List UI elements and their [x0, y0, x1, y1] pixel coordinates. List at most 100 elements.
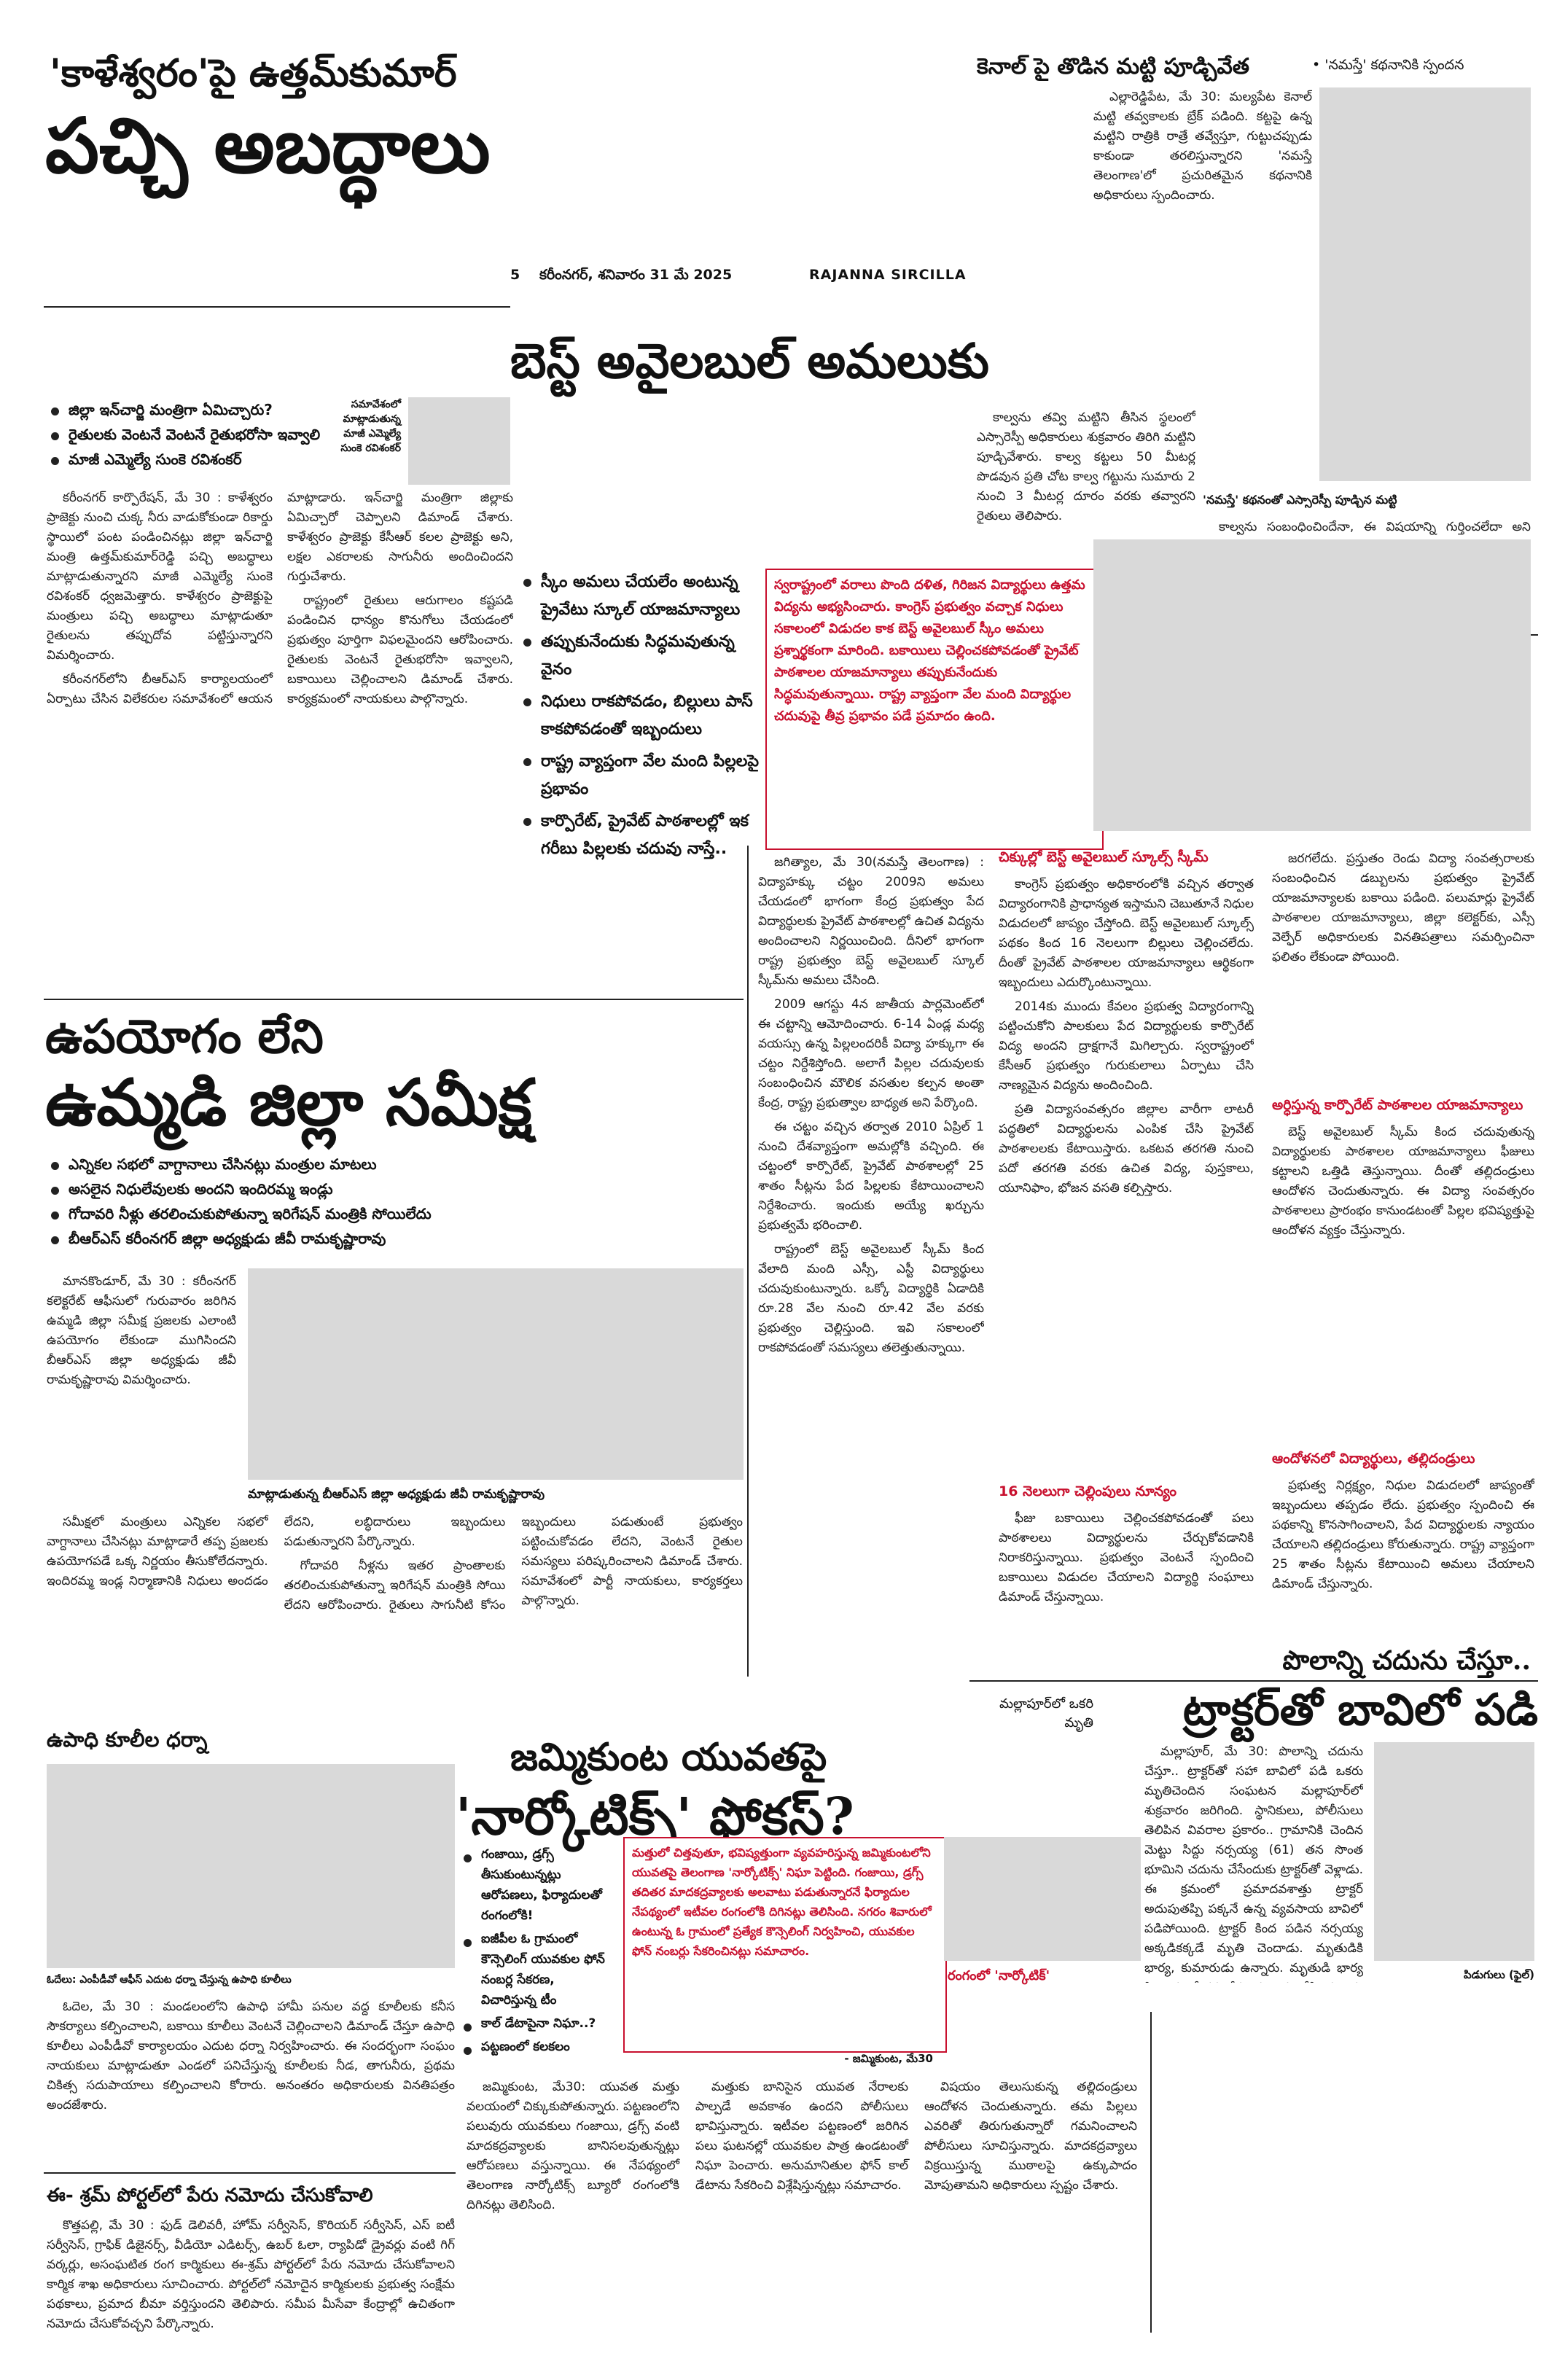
canal-side-tag: • 'నమస్తే' కథనానికి స్పందన [1312, 57, 1464, 73]
best-para: ప్రతి విద్యాసంవత్సరం జిల్లాల వారీగా లాటర… [999, 1102, 1254, 1195]
narco-para: మత్తుకు బానిసైన యువత నేరాలకు పాల్పడే అవక… [695, 2080, 908, 2193]
rule-tractor [969, 1680, 1538, 1682]
best-col-3: జరగలేదు. ప్రస్తుతం రెండు విద్యా సంవత్సరా… [1272, 849, 1534, 1090]
lead-para: కరీంనగర్ కార్పొరేషన్, మే 30 : కాళేశ్వరం … [47, 491, 273, 663]
review-headline-2: ఉమ్మడి జిల్లా సమీక్ష [45, 1064, 532, 1140]
best-para: ప్రభుత్వ నిర్లక్ష్యం, నిధుల విడుదలలో జాప… [1272, 1478, 1534, 1591]
review-para: గోదావరి నీళ్లను ఇతర ప్రాంతాలకు తరలించుకు… [284, 1515, 743, 1612]
rule-narco-v [1150, 2012, 1152, 2333]
best-para: కాంగ్రెస్ ప్రభుత్వం అధికారంలోకి వచ్చిన త… [999, 877, 1254, 990]
narco-headline: 'నార్కోటిక్స్' ఫోకస్? [456, 1786, 854, 1846]
review-photo-caption: మాట్లాడుతున్న బీఆర్‌ఎస్ జిల్లా అధ్యక్షుడ… [248, 1487, 545, 1502]
tractor-body: మల్లాపూర్, మే 30: పొలాన్ని చదును చేస్తూ.… [1144, 1742, 1363, 1983]
tractor-photo [1374, 1742, 1534, 1961]
review-para: మానకొండూర్, మే 30 : కరీంనగర్ కలెక్టరేట్ … [47, 1274, 236, 1387]
narco-para: విషయం తెలుసుకున్న తల్లిదండ్రులు ఆందోళన చ… [924, 2080, 1137, 2193]
canal-para-2: కాల్వను తవ్వి మట్టిని తీసిన స్థలంలో ఎస్స… [977, 410, 1195, 523]
upadhi-headline: ఉపాధి కూలీల ధర్నా [47, 1728, 208, 1752]
best-subhead-c: అర్ధిస్తున్న కార్పొరేట్ పాఠశాలల యాజమాన్య… [1272, 1097, 1523, 1113]
best-red-box-text: స్వరాష్ట్రంలో వరాలు పొంది దళిత, గిరిజన వ… [774, 577, 1085, 724]
lead-photo-caption: సమావేశంలో మాట్లాడుతున్న మాజీ ఎమ్మెల్యే స… [340, 399, 401, 454]
rule-top [44, 306, 510, 308]
eshram-para: కొత్తపల్లి, మే 30 : ఫుడ్ డెలివరీ, హోమ్ స… [47, 2218, 455, 2331]
best-para: జరగలేదు. ప్రస్తుతం రెండు విద్యా సంవత్సరా… [1272, 851, 1534, 964]
narco-bullet: గంజాయి, డ్రగ్స్ తీసుకుంటున్నట్లు ఆరోపణలు… [459, 1844, 612, 1926]
lead-bullet: జిల్లా ఇన్‌చార్జి మంత్రిగా ఏమిచ్చారు? [47, 397, 331, 422]
eshram-headline: ఈ- శ్రమ్ పోర్టల్‌లో పేరు నమోదు చేసుకోవాల… [47, 2185, 373, 2207]
tractor-side: మల్లాపూర్‌లో ఒకరి మృతి [999, 1696, 1093, 1731]
best-subhead-d: ఆందోళనలో విద్యార్థులు, తల్లిదండ్రులు [1272, 1451, 1475, 1467]
narco-red-box-text: మత్తులో చిత్తవుతూ, భవిష్యత్తుంగా వ్యవహరి… [632, 1846, 932, 1958]
best-bullets: స్కీం అమలు చేయలేం అంటున్న ప్రైవేటు స్కూల… [519, 569, 760, 863]
best-headline: బెస్ట్ అవైలబుల్ అమలుకు [510, 332, 989, 389]
canal-body: ఎల్లారెడ్డిపేట, మే 30: మల్యపేట కెనాల్ మట… [1093, 87, 1312, 394]
best-para: బెస్ట్ అవైలబుల్ స్కీమ్ కింద చదువుతున్న వ… [1272, 1125, 1534, 1238]
tractor-photo-caption: పిడుగులు (ఫైల్) [1464, 1968, 1534, 1981]
upadhi-body: ఓదెల, మే 30 : మండలంలోని ఉపాధి హామీ పనుల … [47, 1997, 455, 2158]
review-bullet: అసలైన నిధులేవులకు అందని ఇందిరమ్మ ఇండ్లు [47, 1177, 688, 1201]
masthead-date: కరీంనగర్, శనివారం 31 మే 2025 [539, 267, 733, 283]
best-col-2: కాంగ్రెస్ ప్రభుత్వం అధికారంలోకి వచ్చిన త… [999, 875, 1254, 1472]
lead-bullet: మాజీ ఎమ్మెల్యే సుంకె రవిశంకర్ [47, 447, 331, 472]
best-col-3b: బెస్ట్ అవైలబుల్ స్కీమ్ కింద చదువుతున్న వ… [1272, 1123, 1534, 1443]
upadhi-photo [47, 1764, 455, 1968]
lead-headline: పచ్చి అబద్ధాలు [45, 101, 491, 190]
canal-body-b: కాల్వను తవ్వి మట్టిని తీసిన స్థలంలో ఎస్స… [977, 408, 1195, 627]
review-bullets: ఎన్నికల సభలో వాగ్దానాలు చేసినట్లు మంత్రు… [47, 1152, 688, 1251]
lead-para: రాష్ట్రంలో రైతులు ఆరుగాలం కష్టపడి పండించ… [287, 593, 513, 706]
best-para: రాష్ట్రంలో బెస్ట్ అవైలబుల్ స్కీమ్ కింద వ… [758, 1242, 984, 1355]
lead-photo [408, 397, 510, 485]
rule-mid-v [747, 846, 749, 1677]
narco-bullet: కాల్ డేటాపైనా నిఘా..? [459, 2013, 612, 2034]
upadhi-caption: ఓదేలు: ఎంపీడీవో ఆఫీస్ ఎదుట ధర్నా చేస్తున… [47, 1974, 292, 1986]
best-para: 2014కు ముందు కేవలం ప్రభుత్వ విద్యారంగాన్… [999, 999, 1254, 1093]
masthead-edition: RAJANNA SIRCILLA [809, 267, 967, 283]
review-headline-1: ఉపయోగం లేని [45, 1010, 324, 1064]
review-photo [248, 1268, 744, 1480]
narco-para: జమ్మికుంట, మే30: యువత మత్తు వలయంలో చిక్క… [467, 2080, 679, 2212]
lead-bullets: జిల్లా ఇన్‌చార్జి మంత్రిగా ఏమిచ్చారు? రై… [47, 397, 331, 472]
best-subhead-b: 16 నెలలుగా చెల్లింపులు నూన్యం [999, 1483, 1176, 1499]
lead-bullet: రైతులకు వెంటనే వెంటనే రైతుభరోసా ఇవ్వాలి [47, 422, 331, 447]
canal-caption: 'నమస్తే' కథనంతో ఎస్సారెస్పీ పూడ్చిన మట్ట… [1203, 493, 1397, 507]
lead-para: కరీంనగర్‌లోని బీఆర్‌ఎస్ కార్యాలయంలో ఏర్ప… [47, 491, 513, 706]
narco-body: జమ్మికుంట, మే30: యువత మత్తు వలయంలో చిక్క… [467, 2077, 1137, 2333]
tractor-para: మల్లాపూర్, మే 30: పొలాన్ని చదును చేస్తూ.… [1144, 1744, 1363, 1983]
lead-kicker: 'కాళేశ్వరం'పై ఉత్తమ్‌కుమార్ [50, 51, 457, 95]
rule-review [44, 999, 744, 1000]
best-red-box: స్వరాష్ట్రంలో వరాలు పొంది దళిత, గిరిజన వ… [765, 569, 1104, 850]
best-para: జగిత్యాల, మే 30(నమస్తే తెలంగాణ) : విద్యా… [758, 855, 984, 988]
lead-body: కరీంనగర్ కార్పొరేషన్, మే 30 : కాళేశ్వరం … [47, 488, 513, 940]
narco-red-box: మత్తులో చిత్తవుతూ, భవిష్యత్తుంగా వ్యవహరి… [623, 1837, 947, 2053]
best-col-2b: ఫీజు బకాయిలు చెల్లించకపోవడంతో పలు పాఠశాల… [999, 1509, 1254, 1677]
best-bullet: కార్పొరేట్, ప్రైవేట్ పాఠశాలల్లో ఇక గరీబు… [519, 808, 760, 863]
best-photo [1093, 539, 1531, 831]
narco-bullets: గంజాయి, డ్రగ్స్ తీసుకుంటున్నట్లు ఆరోపణలు… [459, 1844, 612, 2057]
narco-kicker: జమ్మికుంట యువతపై [510, 1735, 827, 1779]
best-subhead-a: చిక్కుల్లో బెస్ట్ అవైలబుల్ స్కూల్స్ స్కీ… [999, 849, 1209, 865]
best-bullet: రాష్ట్ర వ్యాప్తంగా వేల మంది పిల్లలపై ప్ర… [519, 748, 760, 803]
rule-eshram [44, 2172, 456, 2174]
canal-photo [1319, 87, 1531, 481]
narco-red-label: రంగంలో 'నార్కోటిక్' [948, 1968, 1050, 1983]
best-para: 2009 ఆగస్టు 4న జాతీయ పార్లమెంట్‌లో ఈ చట్… [758, 997, 984, 1110]
best-bullet: నిధులు రాకపోవడం, బిల్లులు పాస్ కాకపోవడంత… [519, 688, 760, 744]
best-col-1: జగిత్యాల, మే 30(నమస్తే తెలంగాణ) : విద్యా… [758, 853, 984, 1669]
review-bullet: గోదావరి నీళ్లు తరలించుకుపోతున్నా ఇరిగేషన… [47, 1201, 688, 1226]
tractor-headline: ట్రాక్టర్‌తో బావిలో పడి [1182, 1685, 1538, 1736]
best-bullet: తప్పుకునేందుకు సిద్ధమవుతున్న వైనం [519, 628, 760, 684]
canal-headline: కెనాల్ పై తొడిన మట్టి పూడ్చివేత [977, 54, 1249, 79]
review-para: సమీక్షలో మంత్రులు ఎన్నికల సభలో వాగ్దానాల… [47, 1515, 506, 1588]
narco-bullet: పట్టణంలో కలకలం [459, 2037, 612, 2057]
narco-photo [944, 1837, 1141, 1961]
best-para: ఫీజు బకాయిలు చెల్లించకపోవడంతో పలు పాఠశాల… [999, 1511, 1254, 1604]
narco-dateline: - జమ్మికుంట, మే30 [844, 2052, 933, 2065]
tractor-kicker: పొలాన్ని చదును చేస్తూ.. [1282, 1645, 1531, 1676]
best-col-3c: ప్రభుత్వ నిర్లక్ష్యం, నిధుల విడుదలలో జాప… [1272, 1476, 1534, 1673]
upadhi-para: ఓదెల, మే 30 : మండలంలోని ఉపాధి హామీ పనుల … [47, 1999, 455, 2112]
review-bullet: బీఆర్‌ఎస్ కరీంనగర్ జిల్లా అధ్యక్షుడు జీవ… [47, 1226, 688, 1251]
review-bullet: ఎన్నికల సభలో వాగ్దానాలు చేసినట్లు మంత్రు… [47, 1152, 688, 1177]
best-para: ఈ చట్టం వచ్చిన తర్వాత 2010 ఏప్రిల్ 1 నుం… [758, 1120, 984, 1233]
page-number: 5 [510, 267, 520, 283]
review-body: సమీక్షలో మంత్రులు ఎన్నికల సభలో వాగ్దానాల… [47, 1513, 743, 1717]
